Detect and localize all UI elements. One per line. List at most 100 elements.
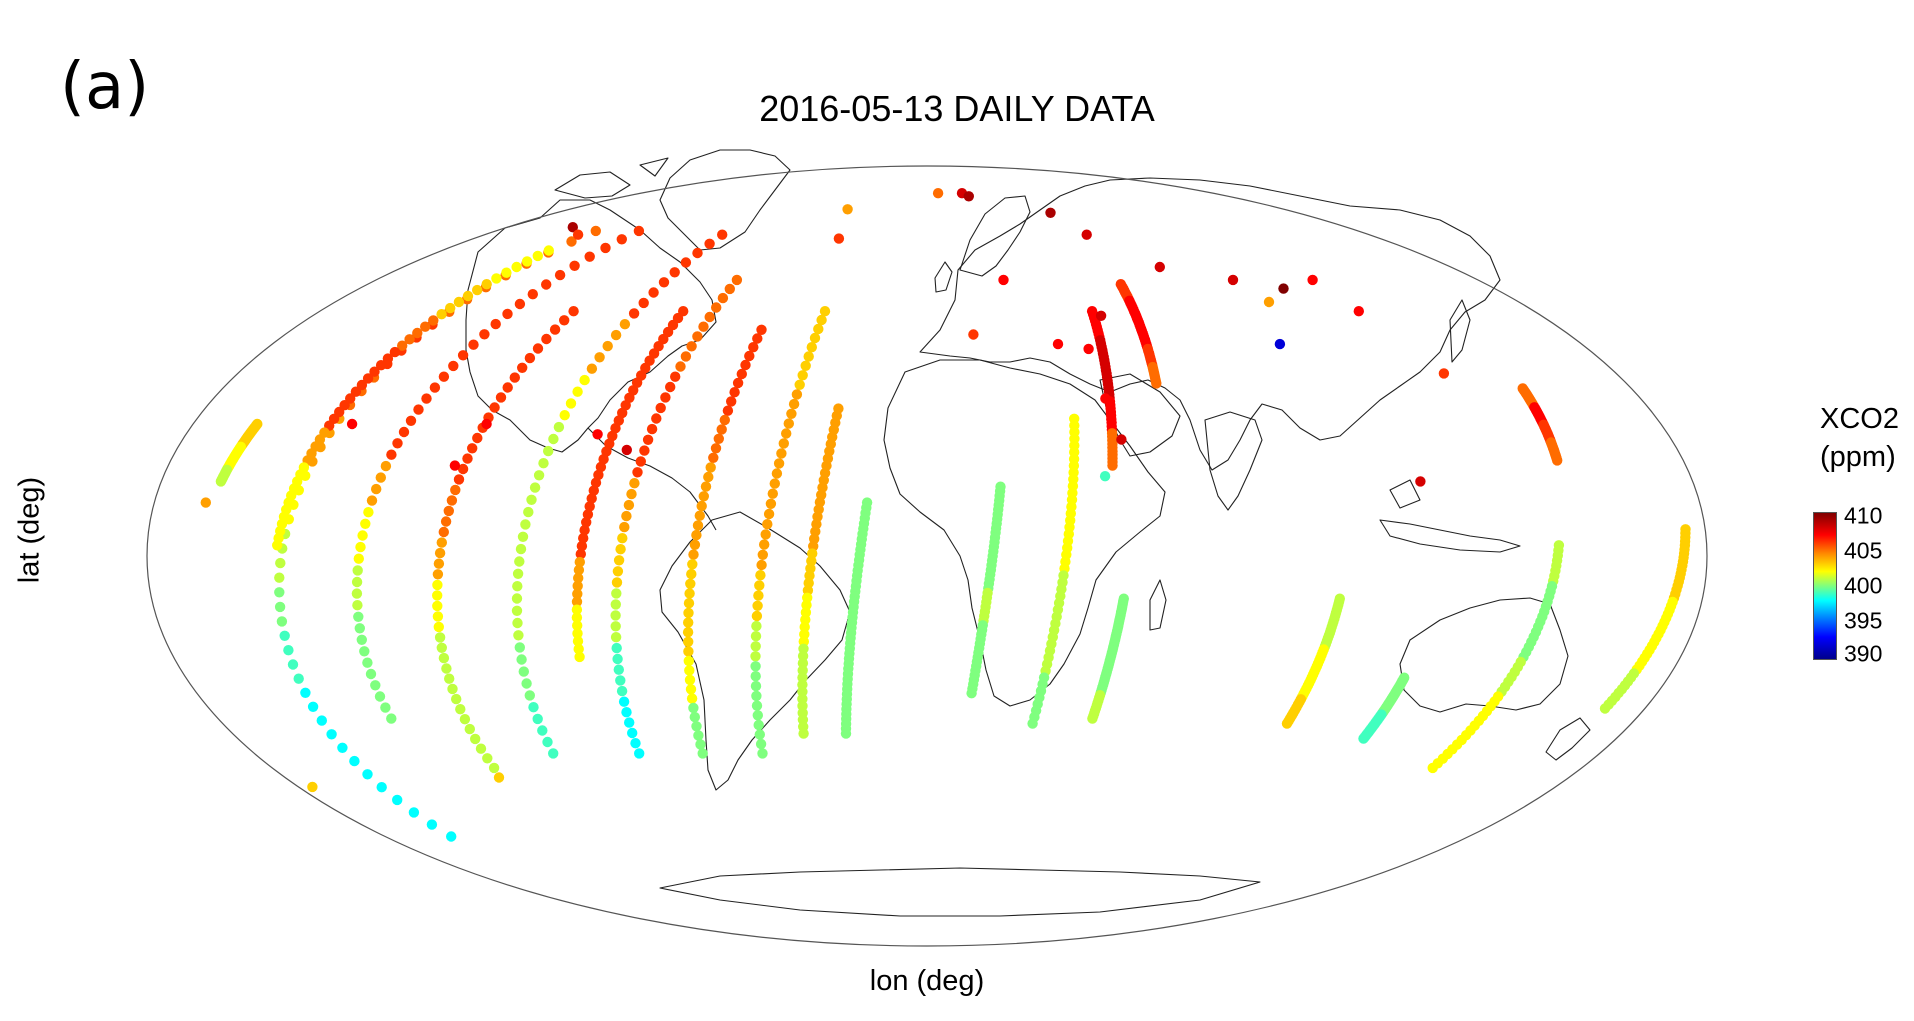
south-america-outline bbox=[659, 511, 851, 791]
observation-point bbox=[542, 736, 553, 748]
scandinavia-outline bbox=[959, 195, 1031, 277]
observation-point bbox=[501, 267, 512, 278]
observation-point bbox=[412, 327, 423, 339]
observation-point bbox=[744, 350, 755, 362]
observation-point bbox=[797, 370, 808, 381]
observation-point bbox=[621, 444, 632, 456]
observation-point bbox=[686, 341, 697, 352]
observation-point bbox=[618, 696, 630, 707]
observation-point bbox=[543, 245, 554, 256]
observation-point bbox=[1045, 207, 1056, 218]
observation-point bbox=[538, 458, 549, 469]
observation-point bbox=[572, 588, 583, 600]
observation-point bbox=[757, 549, 768, 560]
observation-point bbox=[354, 623, 365, 634]
observation-point bbox=[642, 434, 654, 445]
observation-point bbox=[639, 445, 650, 456]
observation-point bbox=[200, 497, 211, 508]
observation-point bbox=[351, 588, 363, 599]
observation-point bbox=[526, 494, 537, 505]
observation-point bbox=[528, 702, 539, 713]
observation-point bbox=[700, 481, 712, 492]
observation-point bbox=[567, 222, 578, 233]
observation-point bbox=[1353, 306, 1365, 317]
observation-point bbox=[438, 652, 450, 664]
observation-point bbox=[517, 362, 528, 373]
observation-point bbox=[514, 556, 525, 567]
observation-point bbox=[932, 188, 944, 199]
observation-point bbox=[491, 273, 502, 284]
observation-point bbox=[349, 755, 360, 767]
observation-point bbox=[389, 346, 401, 358]
india-outline bbox=[1204, 411, 1263, 511]
observation-point bbox=[586, 493, 597, 504]
observation-point bbox=[300, 687, 311, 698]
indonesia-outline bbox=[1379, 479, 1521, 553]
observation-point bbox=[602, 340, 613, 352]
observation-point bbox=[574, 556, 585, 568]
observation-point bbox=[638, 297, 649, 309]
observation-point bbox=[571, 596, 583, 607]
observation-point bbox=[529, 482, 541, 493]
observation-point bbox=[375, 472, 386, 483]
panel-label: (a) bbox=[60, 50, 150, 124]
observation-point bbox=[615, 544, 626, 555]
colorbar-title-line2: (ppm) bbox=[1820, 441, 1896, 473]
observation-point bbox=[453, 296, 465, 308]
observation-point bbox=[595, 461, 607, 473]
observation-point bbox=[759, 539, 770, 550]
observation-point bbox=[571, 604, 583, 615]
observation-point bbox=[590, 477, 602, 488]
observation-point bbox=[502, 308, 513, 320]
colorbar-tick: 390 bbox=[1844, 640, 1883, 667]
observation-point bbox=[472, 284, 483, 296]
observation-point bbox=[627, 727, 638, 739]
observation-point bbox=[527, 289, 538, 300]
observation-point bbox=[408, 807, 420, 818]
observation-point bbox=[351, 576, 363, 588]
colorbar-title: XCO2 (ppm) bbox=[1820, 400, 1899, 476]
observation-point bbox=[579, 374, 590, 386]
observation-point bbox=[593, 469, 604, 481]
japan-outline bbox=[1449, 299, 1471, 363]
observation-point bbox=[572, 386, 583, 397]
observation-point bbox=[426, 819, 438, 830]
observation-point bbox=[453, 474, 465, 485]
observation-point bbox=[740, 359, 751, 371]
observation-point bbox=[392, 794, 403, 806]
observation-point bbox=[753, 590, 764, 601]
observation-point bbox=[610, 610, 621, 621]
observation-point bbox=[755, 570, 766, 581]
observation-point bbox=[689, 539, 701, 550]
observation-point bbox=[791, 389, 803, 400]
observation-point bbox=[623, 499, 635, 511]
observation-point bbox=[1052, 338, 1064, 350]
observation-point bbox=[554, 269, 566, 281]
observation-point bbox=[436, 309, 447, 320]
observation-point bbox=[655, 402, 666, 414]
observation-point bbox=[517, 531, 529, 542]
observation-point bbox=[726, 396, 737, 407]
observation-point bbox=[675, 361, 686, 372]
observation-point bbox=[511, 261, 522, 273]
observation-point bbox=[509, 372, 520, 383]
observation-point bbox=[1227, 274, 1239, 286]
observation-point bbox=[1099, 471, 1111, 482]
observation-point bbox=[616, 234, 627, 245]
observation-point bbox=[376, 782, 387, 793]
observation-point bbox=[628, 308, 640, 319]
observation-point bbox=[611, 642, 622, 654]
observation-point bbox=[665, 381, 676, 393]
observation-point bbox=[370, 680, 381, 691]
observation-point bbox=[352, 565, 363, 576]
observation-point bbox=[582, 509, 594, 520]
observation-point bbox=[579, 525, 590, 536]
observation-point bbox=[800, 360, 811, 371]
observation-point bbox=[532, 343, 544, 354]
observation-point bbox=[1100, 393, 1111, 404]
observation-point bbox=[374, 691, 386, 702]
observation-point bbox=[610, 632, 622, 643]
observation-point bbox=[472, 432, 483, 444]
observation-point bbox=[613, 555, 625, 566]
observation-point bbox=[1438, 368, 1450, 379]
